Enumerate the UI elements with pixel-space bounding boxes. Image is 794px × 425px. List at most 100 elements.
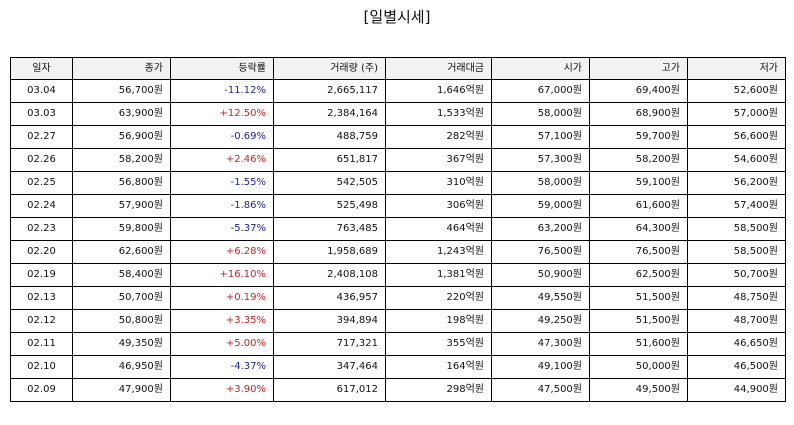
table-row: 02.12 50,800원 +3.35% 394,894 198억원 49,250원 51,… — [10, 309, 786, 333]
cell-high: 64,300원 — [589, 217, 688, 241]
cell-high: 62,500원 — [589, 263, 688, 287]
cell-date: 02.11 — [10, 332, 73, 356]
cell-open: 47,500원 — [491, 378, 590, 402]
table-row: 02.20 62,600원 +6.28% 1,958,689 1,243억원 76,500… — [10, 240, 786, 264]
cell-volume: 717,321 — [273, 332, 386, 356]
cell-open: 49,550원 — [491, 286, 590, 310]
cell-close: 58,400원 — [72, 263, 171, 287]
table-header-row: 일자 종가 등락률 거래량 (주) 거래대금 시가 고가 저가 — [10, 57, 786, 80]
header-low: 저가 — [687, 57, 786, 80]
cell-date: 02.20 — [10, 240, 73, 264]
header-open: 시가 — [491, 57, 590, 80]
cell-volume: 347,464 — [273, 355, 386, 379]
page-title: [일별시세] — [363, 8, 431, 26]
table-row: 02.11 49,350원 +5.00% 717,321 355억원 47,300원 51,… — [10, 332, 786, 356]
cell-change: +6.28% — [170, 240, 274, 264]
table-row: 02.24 57,900원 -1.86% 525,498 306억원 59,000원 61,… — [10, 194, 786, 218]
cell-change: -4.37% — [170, 355, 274, 379]
cell-change: -1.86% — [170, 194, 274, 218]
cell-change: +0.19% — [170, 286, 274, 310]
cell-open: 57,100원 — [491, 125, 590, 149]
cell-high: 51,600원 — [589, 332, 688, 356]
header-volume: 거래량 (주) — [273, 57, 386, 80]
cell-amount: 355억원 — [385, 332, 492, 356]
cell-volume: 436,957 — [273, 286, 386, 310]
cell-low: 58,500원 — [687, 217, 786, 241]
cell-volume: 651,817 — [273, 148, 386, 172]
table-row: 02.23 59,800원 -5.37% 763,485 464억원 63,200원 64,… — [10, 217, 786, 241]
cell-high: 51,500원 — [589, 286, 688, 310]
cell-date: 02.13 — [10, 286, 73, 310]
cell-low: 46,650원 — [687, 332, 786, 356]
cell-open: 63,200원 — [491, 217, 590, 241]
cell-amount: 1,381억원 — [385, 263, 492, 287]
cell-volume: 488,759 — [273, 125, 386, 149]
cell-high: 61,600원 — [589, 194, 688, 218]
cell-close: 46,950원 — [72, 355, 171, 379]
table-row: 02.10 46,950원 -4.37% 347,464 164억원 49,100원 50,… — [10, 355, 786, 379]
cell-low: 56,600원 — [687, 125, 786, 149]
cell-change: +12.50% — [170, 102, 274, 126]
cell-low: 48,700원 — [687, 309, 786, 333]
cell-change: +3.90% — [170, 378, 274, 402]
cell-open: 59,000원 — [491, 194, 590, 218]
cell-high: 58,200원 — [589, 148, 688, 172]
header-amount: 거래대금 — [385, 57, 492, 80]
cell-low: 57,000원 — [687, 102, 786, 126]
cell-high: 49,500원 — [589, 378, 688, 402]
cell-open: 58,000원 — [491, 102, 590, 126]
cell-high: 59,700원 — [589, 125, 688, 149]
cell-open: 76,500원 — [491, 240, 590, 264]
cell-close: 50,800원 — [72, 309, 171, 333]
cell-amount: 306억원 — [385, 194, 492, 218]
cell-date: 02.19 — [10, 263, 73, 287]
table-row: 02.26 58,200원 +2.46% 651,817 367억원 57,300원 58,… — [10, 148, 786, 172]
table-row: 02.09 47,900원 +3.90% 617,012 298억원 47,500원 49,… — [10, 378, 786, 402]
cell-change: -0.69% — [170, 125, 274, 149]
cell-volume: 542,505 — [273, 171, 386, 195]
cell-volume: 2,384,164 — [273, 102, 386, 126]
cell-date: 03.03 — [10, 102, 73, 126]
cell-date: 02.27 — [10, 125, 73, 149]
cell-close: 49,350원 — [72, 332, 171, 356]
cell-open: 58,000원 — [491, 171, 590, 195]
cell-change: -5.37% — [170, 217, 274, 241]
cell-close: 62,600원 — [72, 240, 171, 264]
cell-volume: 1,958,689 — [273, 240, 386, 264]
cell-close: 58,200원 — [72, 148, 171, 172]
cell-amount: 367억원 — [385, 148, 492, 172]
cell-close: 63,900원 — [72, 102, 171, 126]
cell-high: 50,000원 — [589, 355, 688, 379]
header-date: 일자 — [10, 57, 73, 80]
cell-amount: 1,243억원 — [385, 240, 492, 264]
cell-volume: 763,485 — [273, 217, 386, 241]
cell-date: 02.25 — [10, 171, 73, 195]
table-row: 02.13 50,700원 +0.19% 436,957 220억원 49,550원 51,… — [10, 286, 786, 310]
cell-low: 58,500원 — [687, 240, 786, 264]
cell-amount: 464억원 — [385, 217, 492, 241]
cell-amount: 310억원 — [385, 171, 492, 195]
cell-open: 49,250원 — [491, 309, 590, 333]
cell-amount: 164억원 — [385, 355, 492, 379]
cell-volume: 2,408,108 — [273, 263, 386, 287]
cell-amount: 298억원 — [385, 378, 492, 402]
cell-date: 02.09 — [10, 378, 73, 402]
cell-change: +16.10% — [170, 263, 274, 287]
cell-low: 56,200원 — [687, 171, 786, 195]
cell-date: 02.24 — [10, 194, 73, 218]
cell-close: 56,800원 — [72, 171, 171, 195]
table-row: 02.19 58,400원 +16.10% 2,408,108 1,381억원 50,90… — [10, 263, 786, 287]
cell-open: 67,000원 — [491, 79, 590, 103]
cell-close: 59,800원 — [72, 217, 171, 241]
cell-change: -11.12% — [170, 79, 274, 103]
cell-low: 48,750원 — [687, 286, 786, 310]
cell-date: 02.10 — [10, 355, 73, 379]
cell-high: 51,500원 — [589, 309, 688, 333]
cell-open: 57,300원 — [491, 148, 590, 172]
cell-open: 49,100원 — [491, 355, 590, 379]
cell-amount: 220억원 — [385, 286, 492, 310]
cell-close: 47,900원 — [72, 378, 171, 402]
cell-amount: 282억원 — [385, 125, 492, 149]
cell-close: 57,900원 — [72, 194, 171, 218]
cell-amount: 1,533억원 — [385, 102, 492, 126]
